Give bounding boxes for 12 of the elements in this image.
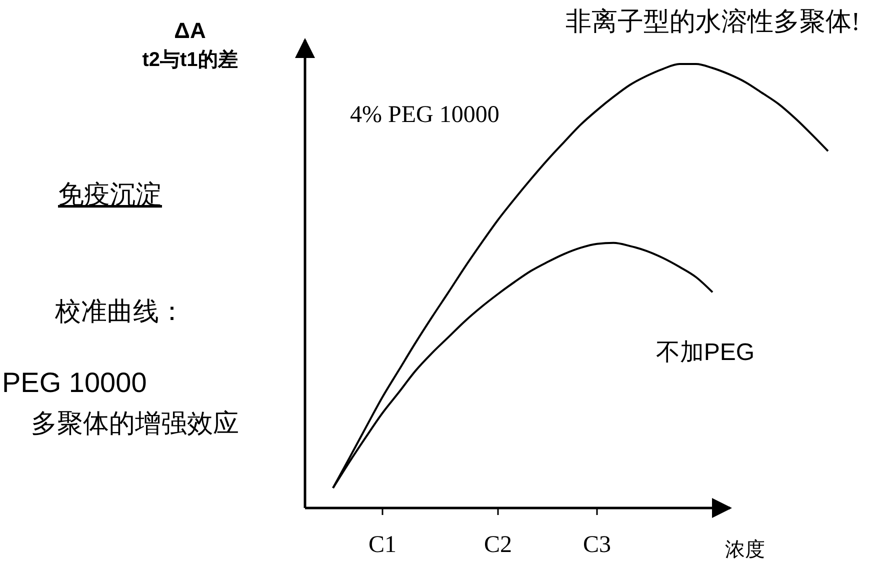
text: 多聚体的增强效应: [31, 409, 239, 438]
x-tick-label: C3: [582, 532, 612, 558]
text: 校准曲线：: [54, 297, 185, 326]
x-axis-title: 浓度: [725, 539, 765, 561]
x-tick-label: C2: [484, 532, 512, 558]
text: 不加PEG: [656, 339, 754, 366]
x-tick-label: C1: [368, 532, 397, 558]
chart-title: 非离子型的水溶性多聚体!: [565, 7, 860, 36]
text: 4% PEG 10000: [350, 102, 500, 128]
y-axis-title: ΔA t2与t1的差: [142, 18, 238, 71]
text: PEG 10000: [2, 367, 147, 398]
text: 免疫沉淀: [58, 180, 162, 209]
